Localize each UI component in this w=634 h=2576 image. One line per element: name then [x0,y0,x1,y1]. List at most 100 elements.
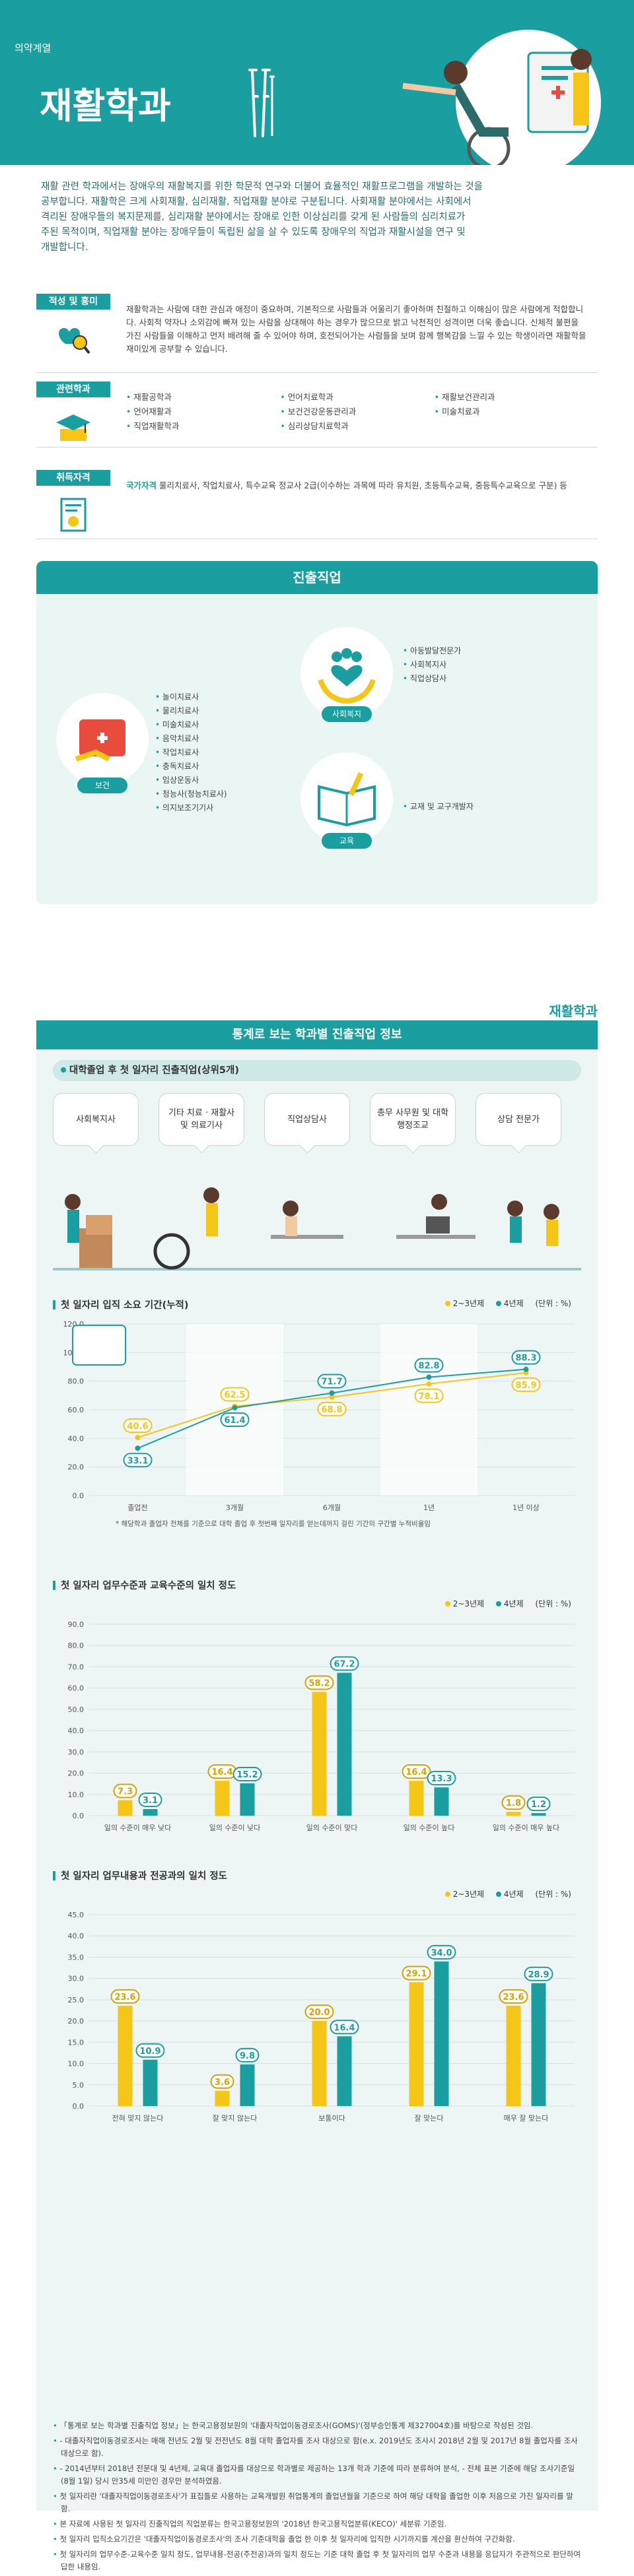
data-label-box [511,1350,541,1365]
data-label-box [113,1783,137,1799]
job-item: 물리치료사 [155,704,227,718]
hands-heart-icon [318,648,376,704]
chart1-legend: 2~3년제 4년제 (단위 : %) [436,1298,571,1309]
data-label-box [123,1453,153,1468]
legend-b-label: 4년제 [503,1599,524,1608]
bar [118,2005,133,2106]
certificates-tag: 취득자격 [36,470,110,486]
x-tick-label: 일의 수준이 매우 높다 [493,1823,560,1832]
top-job-bubble: 총무 사무원 및 대학 행정조교 [370,1093,456,1146]
y-tick-label: 0.0 [73,2102,85,2111]
certificates-block: 취득자격 국가자격 물리치료사, 작업치료사, 특수교육 정교사 2급(이수하는… [36,470,598,539]
x-tick-label: 졸업전 [127,1503,147,1512]
footnote: 첫 일자리란 '대졸자직업이동경로조사'가 표집틀로 사용하는 교육개발원 취업… [53,2490,581,2515]
department-item: 심리상담치료학과 [280,420,434,433]
data-label: 29.1 [405,1969,427,1979]
legend-a-label: 2~3년제 [452,1299,485,1308]
y-tick-label: 30.0 [68,1975,85,1983]
certificate-list: 물리치료사, 작업치료사, 특수교육 정교사 2급(이수하는 과목에 따라 유치… [159,480,567,490]
welfare-job-list: 아동발달전문가 사회복지사 직업상담사 [403,644,461,686]
data-point [426,1381,432,1387]
data-label: 71.7 [321,1377,342,1387]
data-label: 33.1 [127,1456,148,1466]
y-tick-label: 10.0 [68,2060,85,2068]
top-job-bubble: 사회복지사 [53,1093,139,1146]
y-tick-label: 10.0 [68,1791,85,1799]
career-title: 진출직업 [36,561,598,594]
data-label-box [235,2047,260,2063]
bar [531,1983,546,2106]
top-job-bubble: 직업상담사 [264,1093,350,1146]
welfare-circle [300,627,393,719]
department-item: 재활보건관리과 [435,391,588,404]
chart3-legend: 2~3년제 4년제 (단위 : %) [436,1888,571,1899]
education-circle [300,752,393,845]
crutch-icon [248,69,275,137]
aptitude-block: 적성 및 흥미 재활학과는 사람에 대한 관심과 애정이 중요하며, 기본적으로… [36,294,598,373]
book-icon [318,772,376,827]
legend-dot-a [444,1601,450,1606]
bar [312,1692,327,1816]
data-label-box [317,1373,347,1389]
data-point [329,1390,335,1396]
bar [215,1781,230,1816]
data-label: 16.4 [334,2023,355,2033]
y-tick-label: 20.0 [68,1769,85,1778]
data-label-box [330,2020,359,2035]
y-tick-label: 80.0 [68,1641,85,1650]
x-tick-label: 1년 이상 [512,1503,540,1512]
y-tick-label: 35.0 [68,1953,85,1962]
data-label-box [220,1412,250,1427]
data-label: 82.8 [418,1362,439,1371]
y-tick-label: 40.0 [68,1434,85,1443]
data-point [523,1366,529,1372]
y-tick-label: 70.0 [68,1663,85,1671]
departments-tag: 관련학과 [36,381,110,397]
data-label: 58.2 [308,1678,330,1688]
y-tick-label: 30.0 [68,1748,85,1756]
chart3-title: 첫 일자리 업무내용과 전공과의 일치 정도 [53,1868,227,1882]
department-item: 언어치료학과 [280,391,434,404]
x-tick-label: 3개월 [226,1503,244,1512]
top-jobs-title: 대학졸업 후 첫 일자리 진출직업(상위5개) [69,1065,239,1076]
x-tick-label: 일의 수준이 높다 [404,1823,455,1832]
data-label-box [220,1387,250,1402]
data-label-box [526,1797,551,1812]
chart3-bar: 0.0 5.0 10.0 15.0 20.0 25.0 30.0 35.0 40.0 45.0 전혀… [68,1911,575,2123]
category-label: 의약계열 [15,42,52,54]
y-tick-label: 50.0 [68,1705,85,1714]
legend-dot-a [444,1301,450,1306]
department-item: 언어재활과 [126,405,280,418]
section-tag: 재활학과 [549,1003,598,1019]
department-item: 미술치료과 [435,405,588,418]
y-tick-label: 0.0 [73,1812,85,1820]
chart2-bar: 0.0 10.0 20.0 30.0 40.0 50.0 60.0 70.0 80.0 90.0 일… [68,1620,575,1832]
data-label-box [427,1944,456,1960]
y-tick-label: 5.0 [73,2081,85,2090]
data-label: 88.3 [515,1354,536,1364]
certificates-text: 국가자격 물리치료사, 작업치료사, 특수교육 정교사 2급(이수하는 과목에 … [126,479,588,492]
data-point [232,1404,238,1410]
data-label-box [138,1793,162,1808]
x-tick-label: 6개월 [323,1503,341,1512]
data-label: 16.4 [405,1767,427,1777]
data-label-box [427,1771,456,1786]
bar [506,2005,521,2106]
top-job-bubble: 상담 전문가 [476,1093,561,1146]
chart2-title: 첫 일자리 업무수준과 교육수준의 일치 정도 [53,1578,236,1592]
y-tick-label: 45.0 [68,1911,85,1919]
job-item: 미술치료사 [155,718,227,732]
job-item: 놀이치료사 [155,690,227,704]
bar [337,1672,352,1816]
calendar-icon [72,1325,126,1366]
statistics-title: 통계로 보는 학과별 진출직업 정보 [36,1020,598,1049]
y-tick-label: 15.0 [68,2038,85,2047]
bar [409,1781,424,1816]
job-item: 사회복지사 [403,658,461,672]
data-label: 62.5 [224,1391,245,1401]
health-circle [56,693,149,785]
data-label-box [330,1656,359,1671]
x-tick-label: 1년 [423,1503,435,1512]
hero-banner: 의약계열 재활학과 [0,0,634,175]
job-item: 청능사(청능치료사) [155,787,227,801]
